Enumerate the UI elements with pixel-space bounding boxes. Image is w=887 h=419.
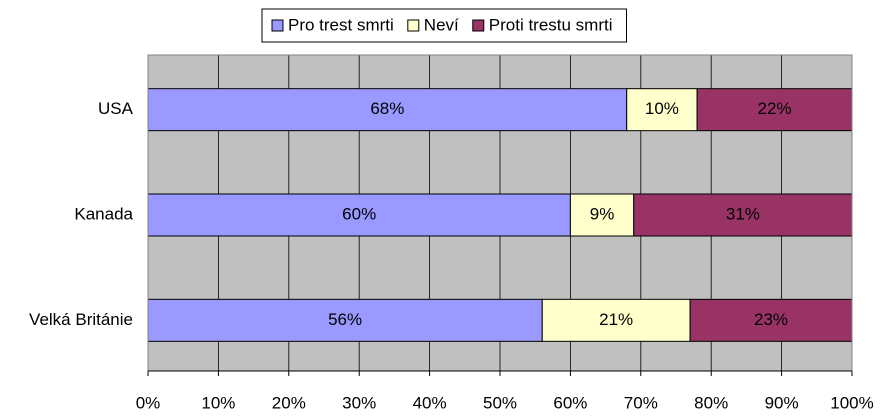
legend-label: Neví [424,15,459,34]
data-label: 9% [590,204,615,223]
bar-segment [689,298,853,342]
data-label: 22% [758,99,792,118]
legend-label: Pro trest smrti [288,15,394,34]
x-tick-label: 40% [413,393,447,412]
x-tick-label: 0% [136,393,161,412]
y-tick-label: Kanada [74,204,133,223]
legend-label: Proti trestu smrti [489,15,613,34]
x-tick-label: 20% [272,393,306,412]
x-tick-label: 70% [624,393,658,412]
y-tick-label: USA [98,99,134,118]
x-tick-label: 60% [553,393,587,412]
bar-segment [541,298,691,342]
data-label: 68% [370,99,404,118]
data-label: 21% [599,310,633,329]
bar-segment [626,88,698,132]
bar-segment [147,88,628,132]
legend [261,8,628,43]
data-label: 23% [754,310,788,329]
x-tick-label: 80% [694,393,728,412]
legend-swatch [407,19,420,32]
x-tick-label: 10% [201,393,235,412]
data-label: 60% [342,204,376,223]
data-label: 31% [726,204,760,223]
x-tick-label: 100% [830,393,873,412]
bar-segment [696,88,853,132]
legend-swatch [271,19,284,32]
bar-segment [633,193,853,237]
x-tick-label: 30% [342,393,376,412]
data-label: 56% [328,310,362,329]
data-label: 10% [645,99,679,118]
legend-swatch [472,19,485,32]
x-tick-label: 90% [765,393,799,412]
bar-segment [147,298,543,342]
bar-segment [147,193,571,237]
x-tick-label: 50% [483,393,517,412]
y-tick-label: Velká Británie [29,310,133,329]
